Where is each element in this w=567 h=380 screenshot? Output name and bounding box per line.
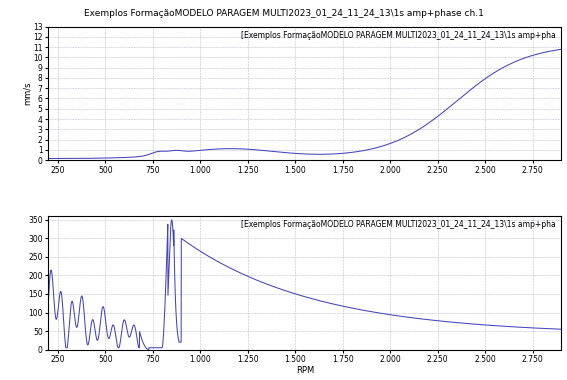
Y-axis label: mm/s: mm/s <box>23 82 32 105</box>
Text: Exemplos FormaçãoMODELO PARAGEM MULTI2023_01_24_11_24_13\1s amp+phase ch.1: Exemplos FormaçãoMODELO PARAGEM MULTI202… <box>83 10 484 19</box>
X-axis label: RPM: RPM <box>295 366 314 375</box>
Text: [Exemplos FormaçãoMODELO PARAGEM MULTI2023_01_24_11_24_13\1s amp+pha: [Exemplos FormaçãoMODELO PARAGEM MULTI20… <box>242 31 556 40</box>
Text: [Exemplos FormaçãoMODELO PARAGEM MULTI2023_01_24_11_24_13\1s amp+pha: [Exemplos FormaçãoMODELO PARAGEM MULTI20… <box>242 220 556 229</box>
